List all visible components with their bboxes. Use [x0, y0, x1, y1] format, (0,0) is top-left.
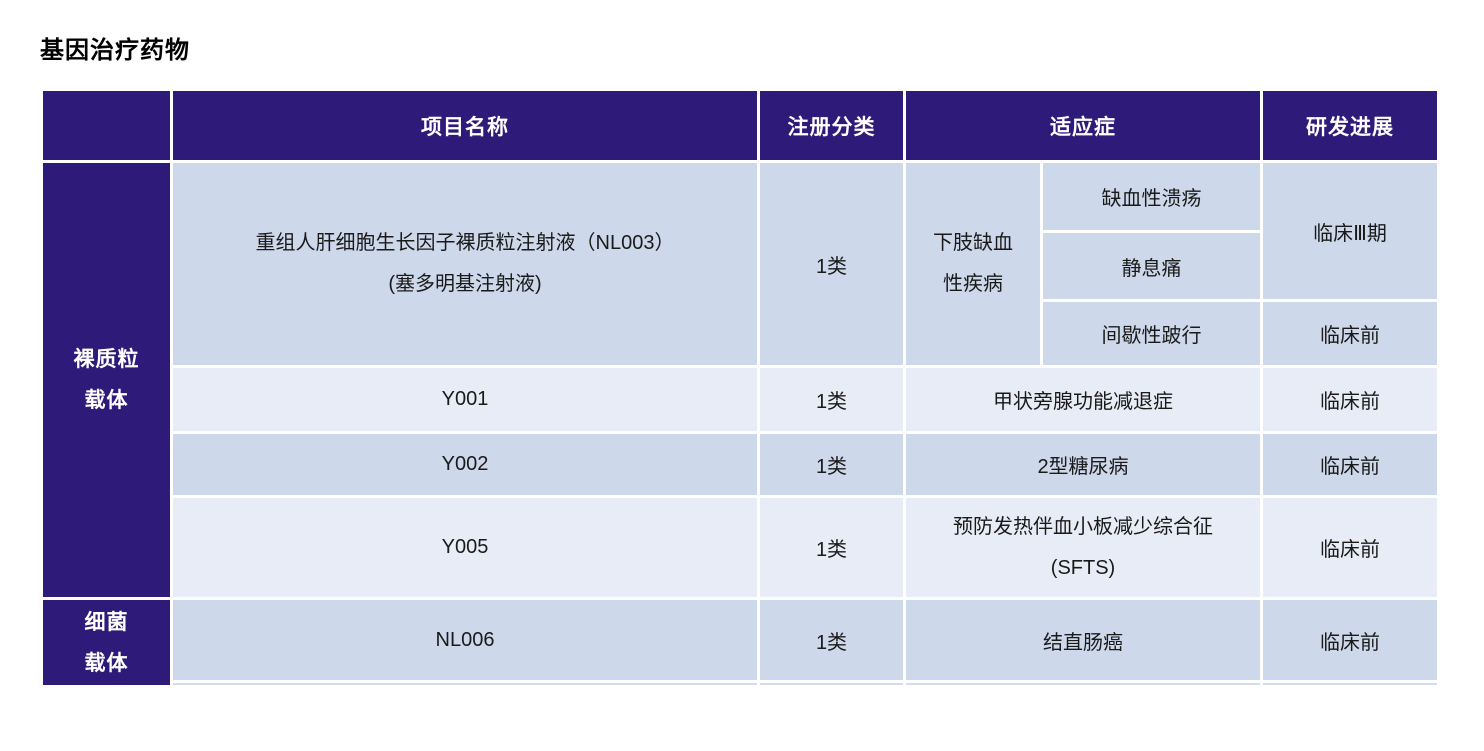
- cell-sub-indication-intermittent-claudication: 间歇性跛行: [1040, 299, 1263, 368]
- cell-progress-y002: 临床前: [1260, 431, 1440, 498]
- cell-project-name-y001: Y001: [170, 365, 760, 434]
- cell-sub-indication-rest-pain: 静息痛: [1040, 230, 1263, 302]
- header-cell-indication: 适应症: [903, 88, 1263, 163]
- table-row-nl003-sub1: 裸质粒 载体 重组人肝细胞生长因子裸质粒注射液（NL003） (塞多明基注射液)…: [40, 160, 1440, 600]
- group-cell-naked-plasmid-vector: 裸质粒 载体: [40, 160, 173, 600]
- cell-partial: [170, 680, 760, 688]
- table-row-nl006: 细菌 载体 NL006 1类 结直肠癌 临床前: [40, 597, 1440, 688]
- header-cell-group: [40, 88, 173, 163]
- table-row-y002: Y002 1类 2型糖尿病 临床前: [42, 431, 1440, 498]
- header-cell-registration: 注册分类: [757, 88, 906, 163]
- table-row-nl003-sub2: 静息痛: [42, 230, 1439, 302]
- cell-progress-y005: 临床前: [1260, 495, 1440, 600]
- page-title: 基因治疗药物: [40, 37, 190, 64]
- cell-registration-y002: 1类: [757, 431, 906, 498]
- table-row-y005: Y005 1类 预防发热伴血小板减少综合征 (SFTS) 临床前: [42, 495, 1440, 600]
- header-cell-project-name: 项目名称: [170, 88, 760, 163]
- cell-partial: [903, 680, 1263, 688]
- cell-registration-nl006: 1类: [757, 597, 906, 683]
- cell-registration-nl003: 1类: [757, 160, 906, 368]
- cell-sub-indication-ischemic-ulcer: 缺血性溃疡: [1040, 160, 1263, 233]
- project-name-line: 重组人肝细胞生长因子裸质粒注射液（NL003）: [255, 232, 675, 254]
- table-row-next-partial: [42, 680, 1440, 688]
- cell-indication-y002: 2型糖尿病: [903, 431, 1263, 498]
- cell-indication-y005: 预防发热伴血小板减少综合征 (SFTS): [903, 495, 1263, 600]
- header-cell-progress: 研发进展: [1260, 88, 1440, 163]
- gene-therapy-pipeline-table: 项目名称 注册分类 适应症 研发进展 裸质粒 载体 重组人肝细胞生长因子裸质粒注…: [40, 88, 1440, 688]
- group-label-line: 细菌: [84, 610, 129, 634]
- table-header-row: 项目名称 注册分类 适应症 研发进展: [40, 88, 1440, 163]
- cell-progress-nl006: 临床前: [1260, 597, 1440, 683]
- cell-project-name-nl006: NL006: [170, 597, 760, 683]
- indication-group-line: 性疾病: [943, 273, 1003, 295]
- cell-registration-y001: 1类: [757, 365, 906, 434]
- cell-progress-preclinical-nl003: 临床前: [1260, 299, 1440, 368]
- group-label-line: 载体: [84, 651, 129, 675]
- indication-line: 预防发热伴血小板减少综合征: [953, 515, 1213, 538]
- indication-line: (SFTS): [1050, 556, 1116, 579]
- cell-progress-phase3: 临床Ⅲ期: [1260, 160, 1440, 302]
- cell-project-name-y005: Y005: [170, 495, 760, 600]
- cell-project-name-nl003: 重组人肝细胞生长因子裸质粒注射液（NL003） (塞多明基注射液): [170, 160, 760, 368]
- cell-indication-group-nl003: 下肢缺血 性疾病: [903, 160, 1043, 368]
- group-label-line: 载体: [84, 389, 129, 412]
- cell-partial: [1260, 680, 1440, 688]
- cell-registration-y005: 1类: [757, 495, 906, 600]
- group-cell-bacterial-vector: 细菌 载体: [40, 597, 173, 688]
- cell-partial: [757, 680, 906, 688]
- cell-indication-y001: 甲状旁腺功能减退症: [903, 365, 1263, 434]
- cell-indication-nl006: 结直肠癌: [903, 597, 1263, 683]
- cell-project-name-y002: Y002: [170, 431, 760, 498]
- cell-progress-y001: 临床前: [1260, 365, 1440, 434]
- project-name-line: (塞多明基注射液): [388, 273, 542, 295]
- indication-group-line: 下肢缺血: [933, 232, 1013, 254]
- group-label-line: 裸质粒: [73, 348, 140, 371]
- table-row-y001: Y001 1类 甲状旁腺功能减退症 临床前: [42, 365, 1440, 434]
- table-row-nl003-sub3: 间歇性跛行 临床前: [42, 299, 1440, 368]
